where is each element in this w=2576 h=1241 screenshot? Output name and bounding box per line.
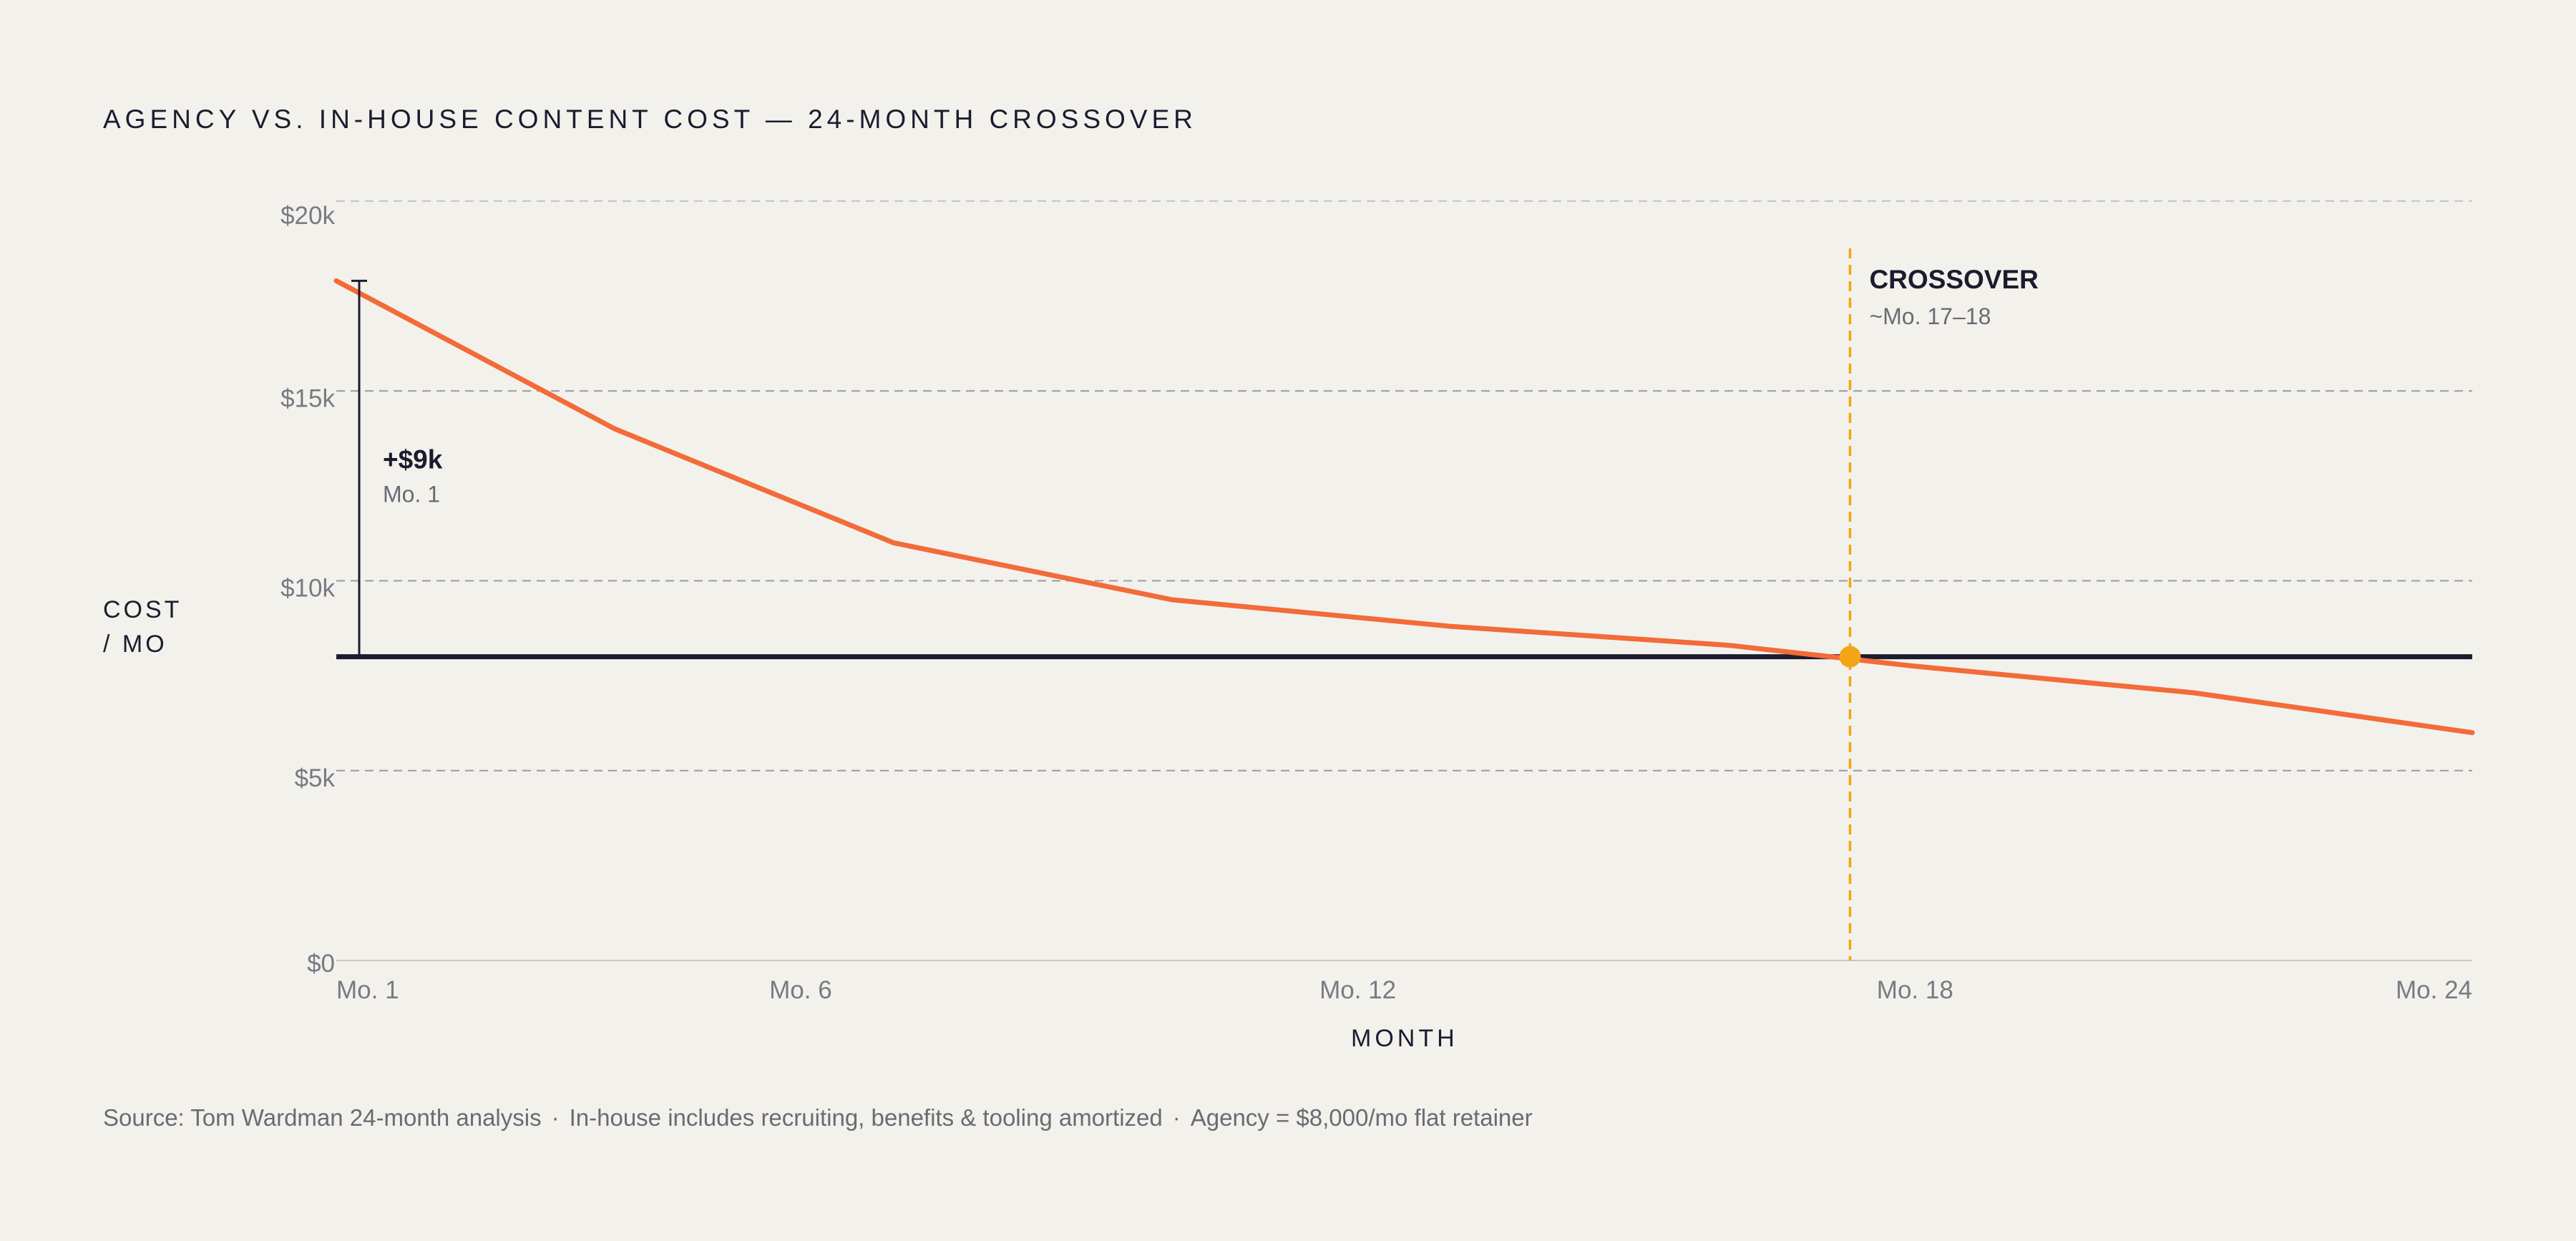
x-axis-label: MONTH	[1351, 1025, 1458, 1052]
x-tick-label: Mo. 6	[769, 976, 832, 1004]
footer-source: Source: Tom Wardman 24-month analysis	[103, 1104, 542, 1131]
y-tick-label: $5k	[295, 764, 336, 792]
y-axis-label-line-2: / MO	[103, 631, 167, 658]
x-tick-label: Mo. 12	[1319, 976, 1396, 1004]
y-axis-label: COST / MO	[103, 593, 182, 661]
footer-separator: ·	[1172, 1104, 1181, 1131]
x-tick-label: Mo. 18	[1877, 976, 1953, 1004]
chart-title: AGENCY VS. IN-HOUSE CONTENT COST — 24-MO…	[103, 104, 1197, 134]
y-tick-label: $15k	[280, 384, 335, 412]
footer-inhouse-note: In-house includes recruiting, benefits &…	[569, 1104, 1163, 1131]
y-tick-label: $20k	[280, 202, 335, 230]
source-footer: Source: Tom Wardman 24-month analysis · In…	[103, 1104, 1533, 1132]
crossover-label: CROSSOVER	[1869, 265, 2038, 294]
crossover-point	[1839, 646, 1861, 668]
y-tick-label: $10k	[280, 575, 335, 603]
y-axis-label-line-1: COST	[103, 596, 182, 623]
y-tick-label: $0	[307, 950, 335, 978]
gap-annotation-sublabel: Mo. 1	[383, 481, 440, 507]
x-tick-label: Mo. 24	[2396, 976, 2472, 1004]
crossover-sublabel: ~Mo. 17–18	[1869, 303, 1991, 329]
series-inhouse-line	[333, 278, 2475, 736]
x-tick-label: Mo. 1	[336, 976, 399, 1004]
gap-annotation-label: +$9k	[383, 444, 443, 474]
footer-separator: ·	[551, 1104, 560, 1131]
footer-agency-note: Agency = $8,000/mo flat retainer	[1190, 1104, 1533, 1131]
